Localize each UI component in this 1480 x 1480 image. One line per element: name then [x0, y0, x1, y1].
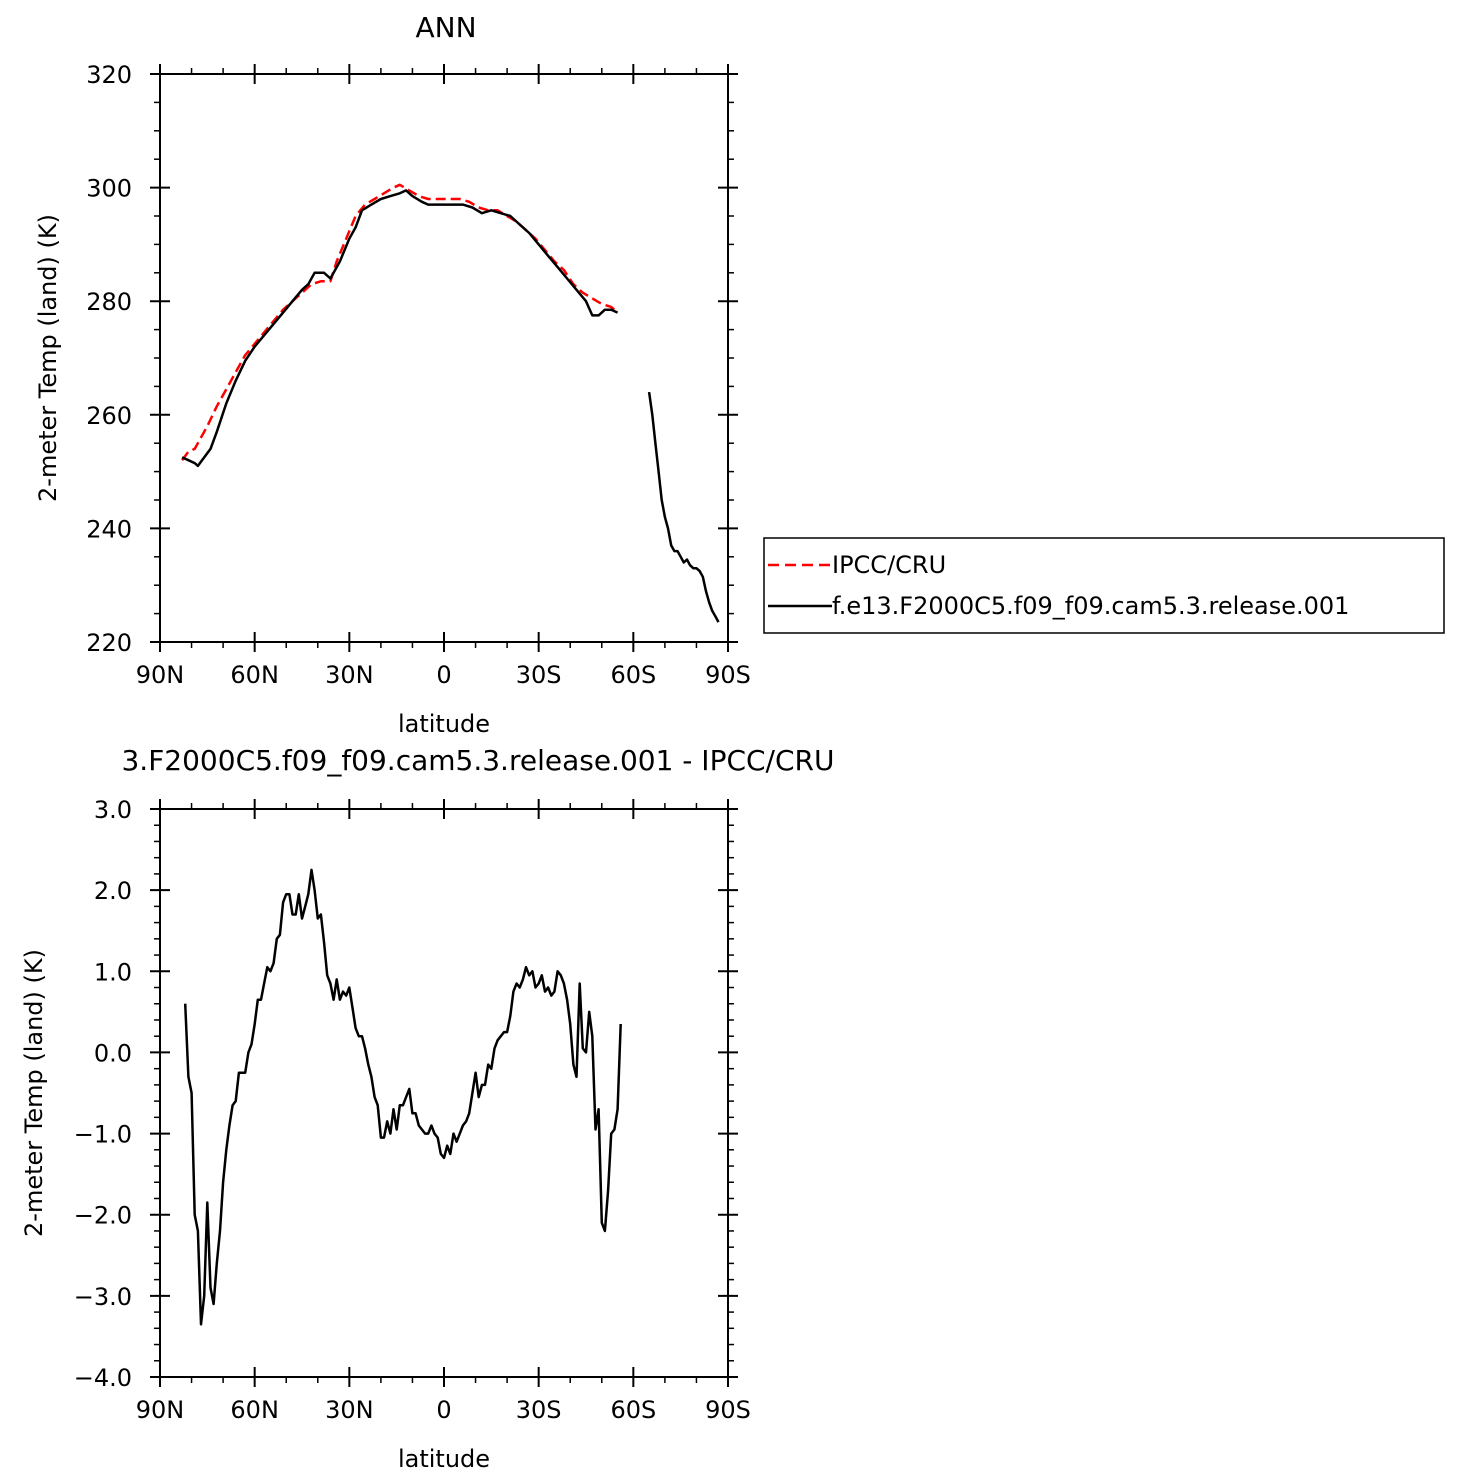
top-series-f-e13-f2000c5-f09-f09-cam5-3-release-001-line: [647, 391, 720, 623]
top-x-tick-label: 30S: [516, 661, 562, 689]
bottom-y-tick-label: −4.0: [74, 1364, 132, 1392]
bottom-plot-lines: [183, 868, 622, 1326]
top-y-tick-label: 300: [86, 175, 132, 203]
bottom-y-tick-label: −1.0: [74, 1121, 132, 1149]
bottom-series-difference-line: [183, 868, 622, 1326]
top-y-tick-label: 240: [86, 515, 132, 543]
bottom-x-axis-label: latitude: [398, 1445, 490, 1473]
legend-label-ipcc-cru: IPCC/CRU: [832, 551, 946, 579]
top-y-tick-label: 320: [86, 61, 132, 89]
bottom-x-tick-label: 60S: [610, 1396, 656, 1424]
bottom-panel: 3.F2000C5.f09_f09.cam5.3.release.001 - I…: [20, 744, 835, 1473]
top-x-tick-label: 60N: [230, 661, 279, 689]
bottom-y-tick-label: 0.0: [94, 1039, 132, 1067]
top-chart-title: ANN: [415, 11, 476, 44]
bottom-y-tick-label: 3.0: [94, 796, 132, 824]
top-series-f-e13-f2000c5-f09-f09-cam5-3-release-001-line: [181, 189, 619, 468]
legend-label-model: f.e13.F2000C5.f09_f09.cam5.3.release.001: [832, 592, 1349, 620]
top-tick-labels: 90N 60N 30N 0 30S 60S 90S 220 240 260 280 300 320: [86, 61, 751, 689]
bottom-x-tick-label: 0: [436, 1396, 451, 1424]
bottom-y-tick-label: 2.0: [94, 877, 132, 905]
top-series-ipcc-cru-line: [181, 183, 619, 461]
bottom-axis-ticks: [150, 799, 738, 1387]
bottom-x-tick-label: 60N: [230, 1396, 279, 1424]
bottom-y-axis-label: 2-meter Temp (land) (K): [20, 949, 48, 1237]
legend: IPCC/CRU f.e13.F2000C5.f09_f09.cam5.3.re…: [763, 537, 1445, 634]
top-plot-lines: [181, 183, 720, 623]
bottom-plot-frame: [159, 808, 729, 1378]
bottom-tick-labels: 90N 60N 30N 0 30S 60S 90S −4.0 −3.0 −2.0 −1.0 0.0 1.…: [74, 796, 751, 1424]
bottom-x-tick-label: 30S: [516, 1396, 562, 1424]
top-x-tick-label: 90N: [136, 661, 185, 689]
top-y-tick-label: 220: [86, 629, 132, 657]
bottom-x-tick-label: 30N: [325, 1396, 374, 1424]
bottom-x-tick-label: 90S: [705, 1396, 751, 1424]
top-x-tick-label: 30N: [325, 661, 374, 689]
top-x-tick-label: 60S: [610, 661, 656, 689]
top-x-tick-label: 90S: [705, 661, 751, 689]
top-plot-frame: [159, 73, 729, 643]
bottom-y-tick-label: −2.0: [74, 1202, 132, 1230]
bottom-y-tick-label: 1.0: [94, 958, 132, 986]
legend-box: [763, 537, 1445, 634]
bottom-x-tick-label: 90N: [136, 1396, 185, 1424]
bottom-chart-title: 3.F2000C5.f09_f09.cam5.3.release.001 - I…: [121, 744, 834, 777]
top-y-tick-label: 280: [86, 288, 132, 316]
top-x-tick-label: 0: [436, 661, 451, 689]
top-x-axis-label: latitude: [398, 710, 490, 738]
top-y-axis-label: 2-meter Temp (land) (K): [34, 214, 62, 502]
top-panel: ANN 90N 60N 30N 0 30S 60S 90S 220 240 260 280 300 32…: [34, 11, 751, 738]
bottom-y-tick-label: −3.0: [74, 1283, 132, 1311]
top-axis-ticks: [150, 64, 738, 652]
top-y-tick-label: 260: [86, 402, 132, 430]
